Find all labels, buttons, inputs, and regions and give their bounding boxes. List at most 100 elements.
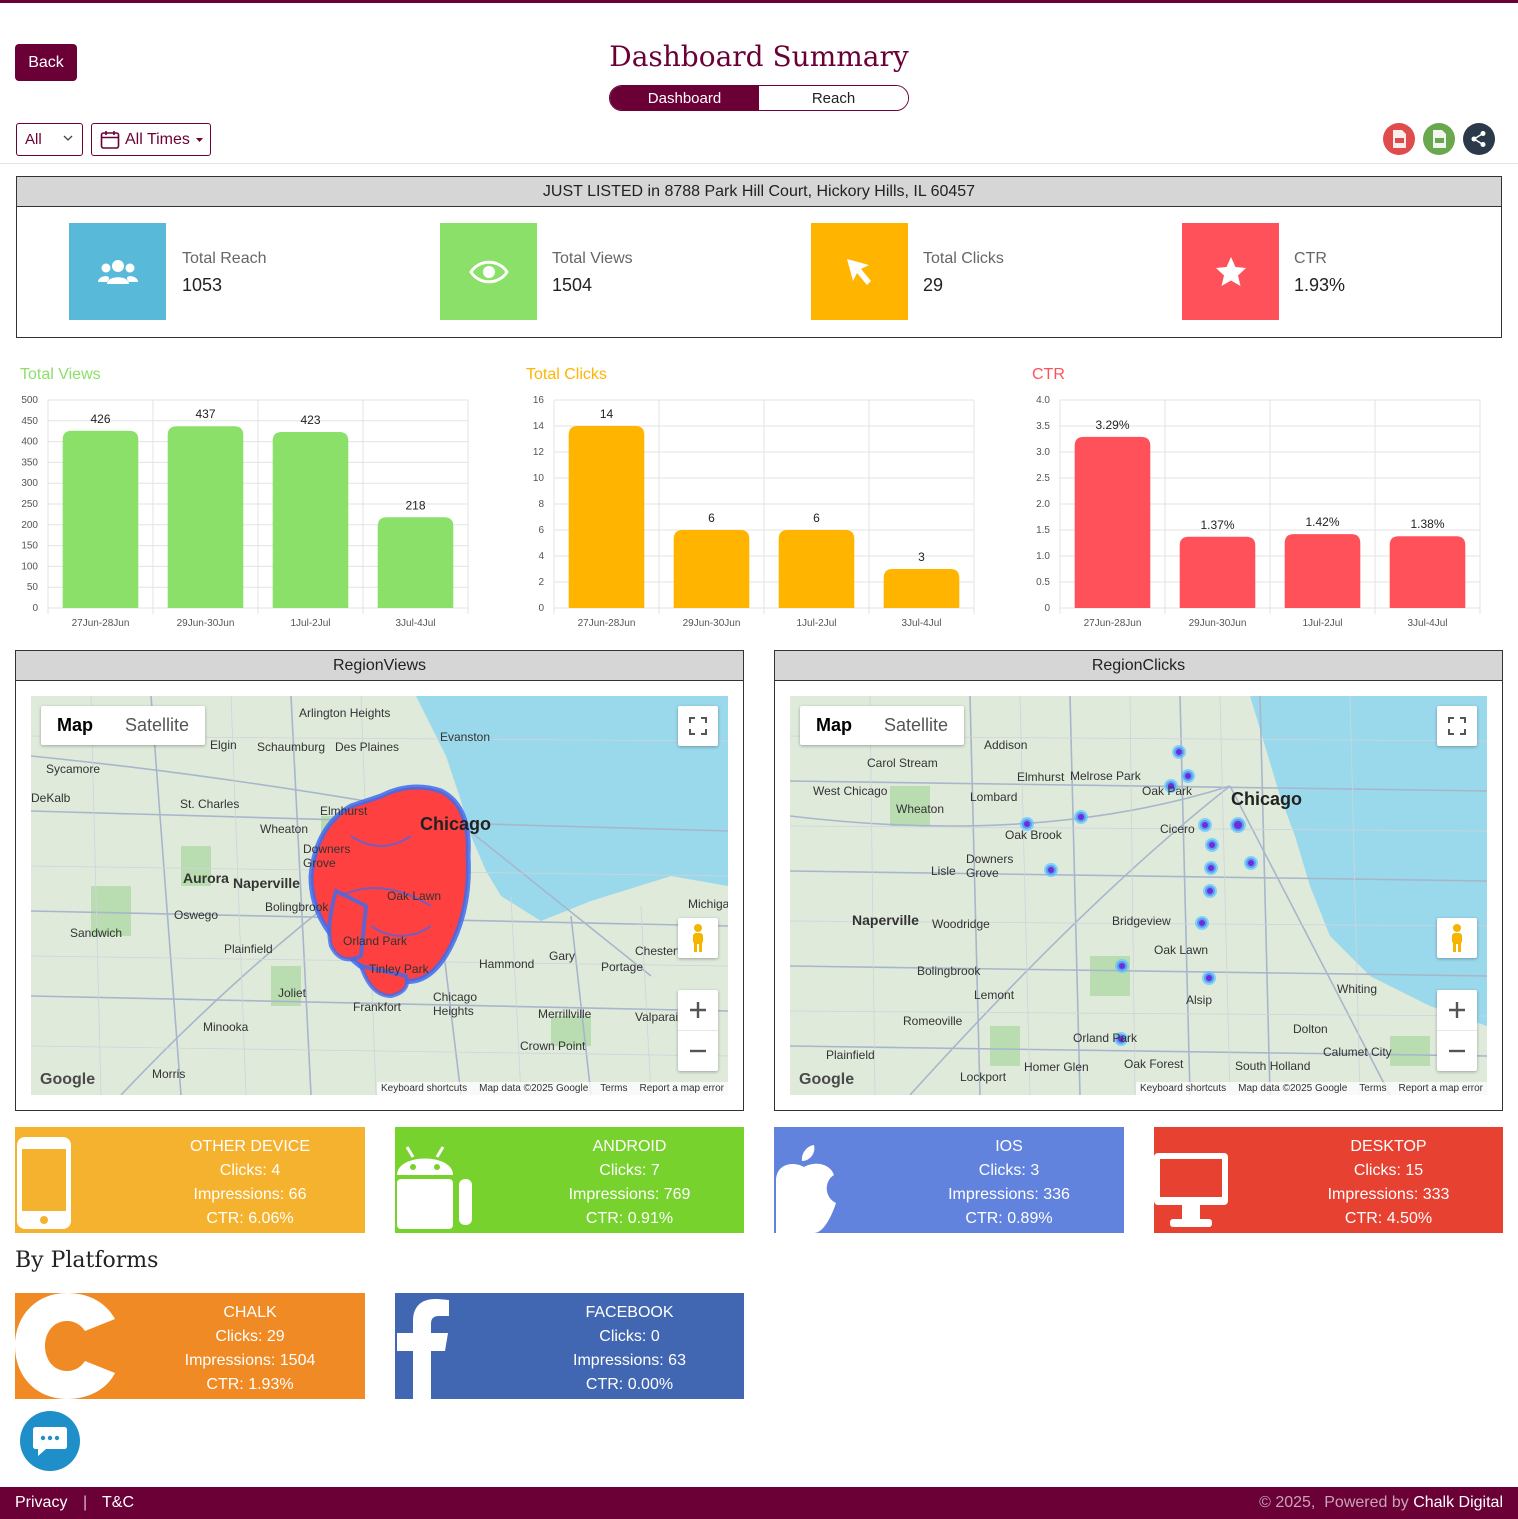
privacy-link[interactable]: Privacy bbox=[15, 1494, 68, 1511]
total-views-value: 1504 bbox=[552, 275, 593, 295]
place-label: Frankfort bbox=[353, 1000, 402, 1014]
bar bbox=[568, 426, 645, 608]
x-tick-label: 3Jul-4Jul bbox=[395, 618, 435, 629]
region-views-panel: RegionViews Arlington Heights Schaumburg… bbox=[15, 650, 744, 1111]
device-card-text: IOS Clicks: 3 Impressions: 336 CTR: 0.89… bbox=[894, 1135, 1124, 1231]
bar-value-label: 6 bbox=[708, 511, 715, 525]
place-label: Elmhurst bbox=[320, 804, 368, 818]
place-label: Carol Stream bbox=[867, 756, 938, 770]
bar bbox=[62, 430, 139, 608]
street-view-button[interactable] bbox=[1437, 918, 1477, 958]
total-reach-value: 1053 bbox=[182, 275, 223, 295]
back-button[interactable]: Back bbox=[15, 44, 77, 81]
ctr-label: CTR bbox=[1294, 250, 1327, 267]
device-clicks: Clicks: 4 bbox=[219, 1162, 281, 1179]
tab-dashboard[interactable]: Dashboard bbox=[610, 86, 759, 110]
fullscreen-icon bbox=[689, 717, 707, 735]
device-card-text: OTHER DEVICE Clicks: 4 Impressions: 66 C… bbox=[135, 1135, 365, 1231]
footer-separator: | bbox=[83, 1494, 88, 1511]
device-clicks: Clicks: 3 bbox=[978, 1162, 1040, 1179]
map-type-map[interactable]: Map bbox=[57, 715, 93, 735]
x-tick-label: 27Jun-28Jun bbox=[1084, 618, 1142, 629]
place-label: Chicago Heights bbox=[433, 990, 478, 1018]
google-logo: Google bbox=[799, 1071, 855, 1088]
map-type-satellite[interactable]: Satellite bbox=[884, 715, 949, 735]
fullscreen-button[interactable] bbox=[1437, 706, 1477, 746]
device-card-text: ANDROID Clicks: 7 Impressions: 769 CTR: … bbox=[515, 1135, 744, 1231]
bar bbox=[1179, 536, 1256, 608]
ctr-chart-title: CTR bbox=[1032, 366, 1065, 383]
report-error-link[interactable]: Report a map error bbox=[1398, 1083, 1483, 1094]
keyboard-shortcuts-link[interactable]: Keyboard shortcuts bbox=[380, 1083, 468, 1094]
y-tick-label: 500 bbox=[21, 395, 38, 406]
report-error-link[interactable]: Report a map error bbox=[639, 1083, 724, 1094]
chat-button[interactable] bbox=[20, 1411, 80, 1471]
bar-value-label: 218 bbox=[405, 498, 425, 512]
platform-card-text: CHALK Clicks: 29 Impressions: 1504 CTR: … bbox=[135, 1301, 365, 1397]
platforms-heading: By Platforms bbox=[15, 1248, 159, 1273]
place-label: Downers Grove bbox=[303, 842, 351, 870]
map-attribution: Keyboard shortcuts Map data ©2025 Google… bbox=[1135, 1082, 1487, 1095]
zoom-in-button[interactable] bbox=[1437, 991, 1477, 1031]
pegman-icon bbox=[1452, 924, 1462, 952]
place-label: Dolton bbox=[1293, 1022, 1328, 1036]
zoom-out-button[interactable] bbox=[1437, 1031, 1477, 1071]
terms-link[interactable]: Terms bbox=[600, 1083, 628, 1094]
time-range-dropdown[interactable]: All Times bbox=[91, 123, 211, 156]
device-impressions: Impressions: 769 bbox=[568, 1186, 691, 1203]
place-label: South Holland bbox=[1235, 1059, 1311, 1073]
place-label: Whiting bbox=[1337, 982, 1378, 996]
views-bar-chart: 0 50 100 150 200 250 300 350 400 450 500 426 27Jun-2… bbox=[21, 395, 469, 629]
tab-reach[interactable]: Reach bbox=[759, 86, 908, 110]
eye-icon bbox=[468, 260, 509, 283]
bar bbox=[778, 530, 855, 608]
terms-link[interactable]: Terms bbox=[1359, 1083, 1387, 1094]
place-label: Chicago bbox=[420, 814, 492, 834]
place-label: Crown Point bbox=[520, 1039, 586, 1053]
tc-link[interactable]: T&C bbox=[102, 1494, 134, 1511]
place-label: Sandwich bbox=[70, 926, 123, 940]
device-name: ANDROID bbox=[592, 1138, 667, 1155]
place-label: Homer Glen bbox=[1024, 1060, 1089, 1074]
device-card-text: DESKTOP Clicks: 15 Impressions: 333 CTR:… bbox=[1274, 1135, 1503, 1231]
platform-ctr: CTR: 1.93% bbox=[206, 1376, 294, 1393]
y-tick-label: 200 bbox=[21, 520, 38, 531]
place-label: Oak Brook bbox=[1005, 828, 1062, 842]
place-label: West Chicago bbox=[813, 784, 888, 798]
place-label: Lisle bbox=[931, 864, 956, 878]
keyboard-shortcuts-link[interactable]: Keyboard shortcuts bbox=[1139, 1083, 1227, 1094]
share-button[interactable] bbox=[1463, 123, 1495, 155]
map-type-map[interactable]: Map bbox=[816, 715, 852, 735]
total-reach-label: Total Reach bbox=[182, 250, 267, 267]
brand-link[interactable]: Chalk Digital bbox=[1413, 1494, 1503, 1511]
x-tick-label: 3Jul-4Jul bbox=[1407, 618, 1447, 629]
place-label: Valparaiso bbox=[635, 1010, 691, 1024]
time-range-label: All Times bbox=[125, 130, 190, 148]
street-view-button[interactable] bbox=[678, 918, 718, 958]
zoom-in-button[interactable] bbox=[678, 991, 718, 1031]
zoom-out-button[interactable] bbox=[678, 1031, 718, 1071]
place-label: Tinley Park bbox=[369, 962, 429, 976]
filter-select[interactable]: All bbox=[16, 123, 83, 156]
header-divider bbox=[0, 163, 1518, 164]
place-label: Joliet bbox=[278, 986, 307, 1000]
android-icon bbox=[397, 1146, 472, 1229]
pdf-export-button[interactable] bbox=[1383, 123, 1415, 155]
ctr-bar-chart: 0 0.5 1.0 1.5 2.0 2.5 3.0 3.5 4.0 3.29% 27Jun-28Ju… bbox=[1036, 395, 1481, 629]
map-type-satellite[interactable]: Satellite bbox=[125, 715, 190, 735]
y-tick-label: 8 bbox=[538, 499, 544, 510]
excel-export-button[interactable] bbox=[1423, 123, 1455, 155]
place-label: Chicago bbox=[1231, 789, 1303, 809]
bar-value-label: 6 bbox=[813, 511, 820, 525]
bar-value-label: 1.42% bbox=[1305, 515, 1339, 529]
total-clicks-label: Total Clicks bbox=[923, 250, 1004, 267]
y-tick-label: 4.0 bbox=[1036, 395, 1050, 406]
region-views-map[interactable]: Arlington Heights Schaumburg Des Plaines… bbox=[31, 696, 728, 1095]
region-clicks-map[interactable]: Addison Carol Stream Elmhurst Melrose Pa… bbox=[790, 696, 1487, 1095]
place-label: Aurora bbox=[183, 870, 229, 886]
chalk-c-icon bbox=[15, 1293, 115, 1399]
x-tick-label: 29Jun-30Jun bbox=[1189, 618, 1247, 629]
fullscreen-button[interactable] bbox=[678, 706, 718, 746]
views-chart-title: Total Views bbox=[20, 366, 101, 383]
clicks-chart-title: Total Clicks bbox=[526, 366, 607, 383]
